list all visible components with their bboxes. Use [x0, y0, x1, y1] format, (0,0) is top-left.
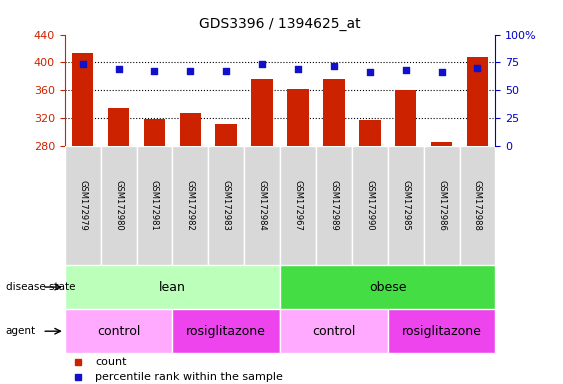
Point — [293, 66, 302, 72]
Text: GSM172983: GSM172983 — [222, 180, 231, 231]
Bar — [180, 113, 201, 146]
Text: GSM172982: GSM172982 — [186, 180, 195, 231]
Text: rosiglitazone: rosiglitazone — [186, 325, 266, 338]
Point — [329, 63, 338, 69]
Bar — [459, 146, 495, 265]
Text: lean: lean — [159, 281, 186, 293]
Bar — [431, 142, 452, 146]
Point — [78, 60, 87, 66]
Bar — [172, 146, 208, 265]
Bar — [172, 309, 280, 353]
Text: count: count — [95, 358, 127, 367]
Text: GSM172988: GSM172988 — [473, 180, 482, 231]
Bar — [65, 309, 172, 353]
Bar — [144, 119, 166, 146]
Bar — [467, 57, 488, 146]
Bar — [287, 89, 309, 146]
Text: GSM172985: GSM172985 — [401, 180, 410, 231]
Bar — [65, 265, 280, 309]
Bar — [316, 146, 352, 265]
Text: control: control — [312, 325, 356, 338]
Point — [114, 66, 123, 72]
Text: obese: obese — [369, 281, 406, 293]
Bar — [280, 146, 316, 265]
Bar — [388, 309, 495, 353]
Text: disease state: disease state — [6, 282, 75, 292]
Point — [258, 60, 267, 66]
Point — [365, 70, 374, 76]
Bar — [251, 79, 273, 146]
Bar — [280, 265, 495, 309]
Point — [150, 68, 159, 74]
Text: GSM172986: GSM172986 — [437, 180, 446, 231]
Bar — [108, 108, 129, 146]
Text: percentile rank within the sample: percentile rank within the sample — [95, 372, 283, 382]
Bar — [101, 146, 137, 265]
Text: GSM172979: GSM172979 — [78, 180, 87, 231]
Text: agent: agent — [6, 326, 36, 336]
Title: GDS3396 / 1394625_at: GDS3396 / 1394625_at — [199, 17, 361, 31]
Bar — [216, 124, 237, 146]
Bar — [352, 146, 388, 265]
Point — [473, 65, 482, 71]
Text: GSM172967: GSM172967 — [293, 180, 302, 231]
Text: GSM172981: GSM172981 — [150, 180, 159, 231]
Text: GSM172984: GSM172984 — [258, 180, 267, 231]
Bar — [359, 120, 381, 146]
Text: GSM172980: GSM172980 — [114, 180, 123, 231]
Bar — [244, 146, 280, 265]
Text: GSM172989: GSM172989 — [329, 180, 338, 231]
Bar — [323, 79, 345, 146]
Bar — [137, 146, 172, 265]
Bar — [72, 53, 93, 146]
Point — [437, 70, 446, 76]
Bar — [65, 146, 101, 265]
Text: rosiglitazone: rosiglitazone — [401, 325, 481, 338]
Bar — [280, 309, 388, 353]
Bar — [424, 146, 459, 265]
Point — [186, 68, 195, 74]
Bar — [395, 90, 417, 146]
Point — [222, 68, 231, 74]
Bar — [208, 146, 244, 265]
Text: GSM172990: GSM172990 — [365, 180, 374, 231]
Bar — [388, 146, 424, 265]
Text: control: control — [97, 325, 140, 338]
Point — [401, 67, 410, 73]
